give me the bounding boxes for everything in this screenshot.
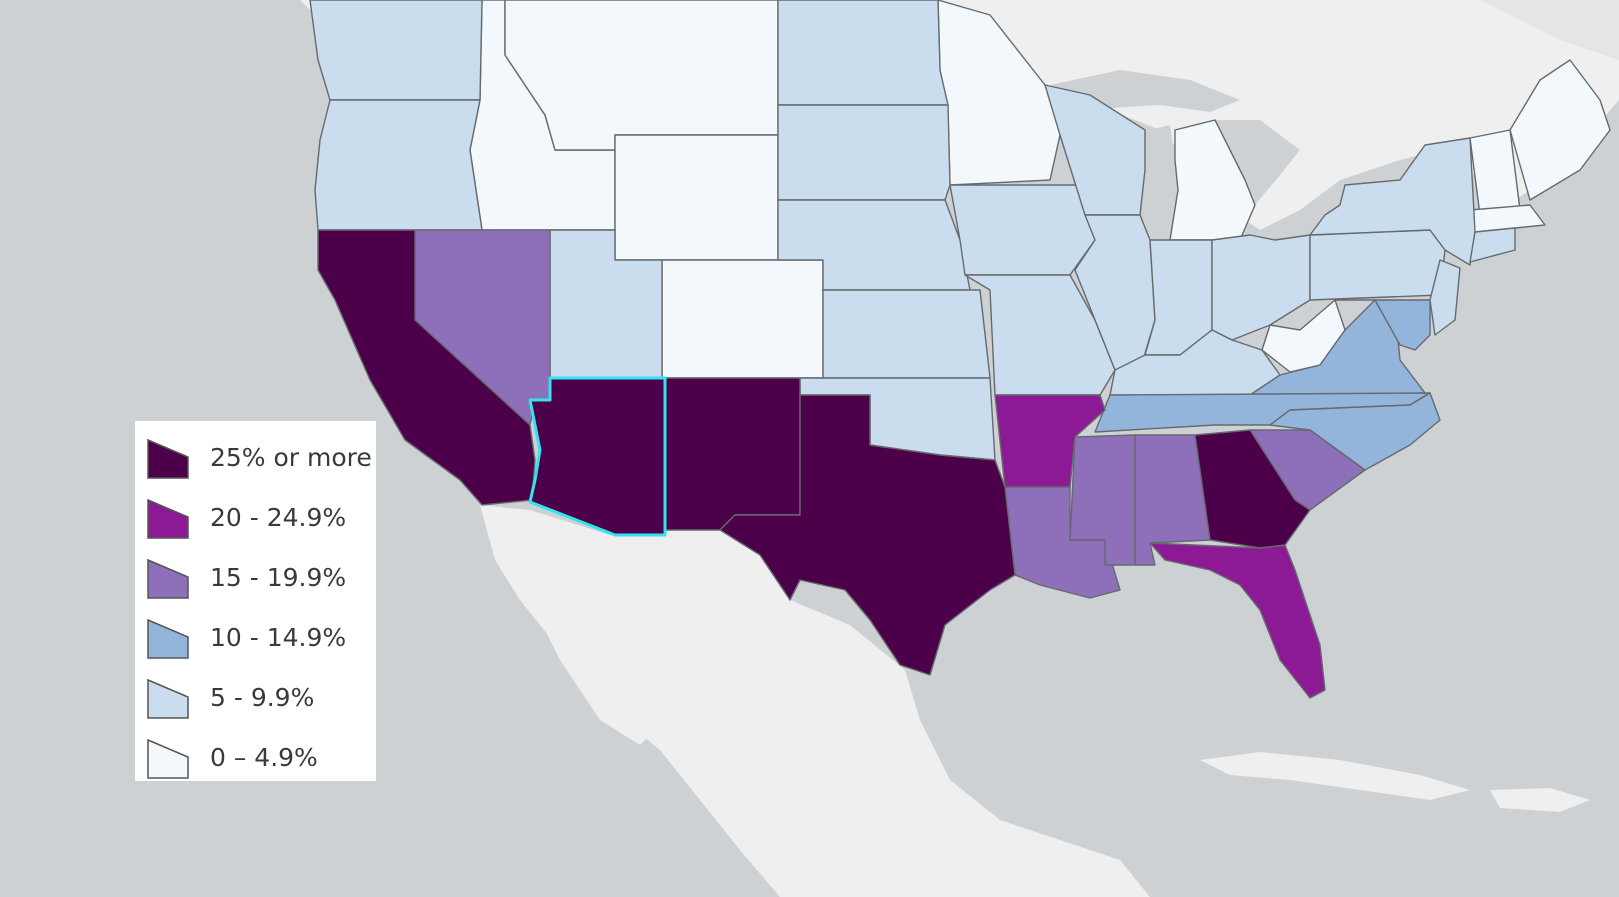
state-kansas	[822, 289, 991, 379]
legend-item: 15 - 19.9%	[135, 551, 376, 611]
state-missouri	[964, 274, 1116, 396]
canada-land	[300, 0, 1619, 230]
state-arizona[interactable]	[528, 376, 667, 537]
legend-label: 25% or more	[210, 443, 372, 472]
legend-item: 25% or more	[135, 431, 376, 491]
state-georgia	[1194, 429, 1311, 549]
legend-swatch	[147, 439, 189, 479]
state-new-mexico	[664, 377, 801, 531]
legend-swatch	[147, 739, 189, 779]
state-louisiana	[1004, 486, 1121, 599]
legend-swatch	[147, 679, 189, 719]
legend-label: 15 - 19.9%	[210, 563, 347, 592]
legend-label: 20 - 24.9%	[210, 503, 347, 532]
legend-swatch	[147, 619, 189, 659]
lake-erie	[1250, 205, 1340, 240]
state-south-dakota	[777, 104, 951, 201]
legend-label: 5 - 9.9%	[210, 683, 315, 712]
hispaniola-land	[1490, 788, 1590, 812]
legend-label: 10 - 14.9%	[210, 623, 347, 652]
state-wyoming	[614, 134, 779, 261]
legend-item: 5 - 9.9%	[135, 671, 376, 731]
state-colorado	[661, 259, 824, 379]
baja-land	[482, 505, 650, 745]
state-pennsylvania	[1309, 229, 1446, 301]
state-north-dakota	[777, 0, 949, 106]
legend-label: 0 – 4.9%	[210, 743, 318, 772]
state-maine	[1509, 59, 1611, 201]
state-new-jersey	[1429, 259, 1461, 336]
legend: 25% or more 20 - 24.9% 15 - 19.9% 10 - 1…	[135, 421, 376, 781]
state-washington	[309, 0, 483, 101]
mexico-land	[480, 505, 1150, 897]
legend-swatch	[147, 499, 189, 539]
state-oregon	[314, 99, 483, 231]
state-maryland	[1334, 299, 1431, 351]
state-california	[317, 229, 536, 506]
state-michigan	[1169, 119, 1256, 241]
state-connecticut	[1469, 227, 1516, 263]
legend-item: 10 - 14.9%	[135, 611, 376, 671]
lake-michigan	[1140, 125, 1175, 235]
legend-item: 0 – 4.9%	[135, 731, 376, 791]
state-north-carolina	[1269, 392, 1441, 471]
state-iowa	[949, 184, 1096, 276]
hudson-area-land	[1480, 0, 1619, 60]
state-texas	[719, 394, 1016, 676]
legend-swatch	[147, 559, 189, 599]
state-wisconsin	[1044, 84, 1146, 216]
lake-huron	[1215, 120, 1300, 205]
legend-item: 20 - 24.9%	[135, 491, 376, 551]
cuba-land	[1200, 752, 1470, 800]
